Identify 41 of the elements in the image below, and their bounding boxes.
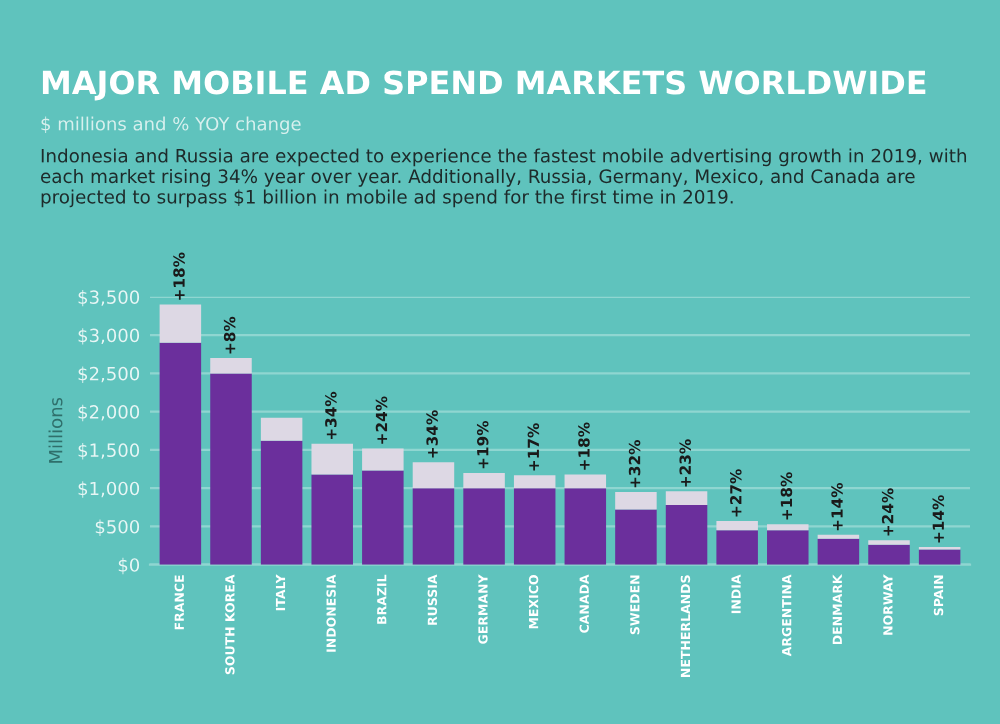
- y-axis-title: Millions: [48, 397, 63, 463]
- y-tick-label: $3,000: [78, 328, 140, 345]
- bar: [665, 505, 708, 565]
- bar: [665, 491, 708, 506]
- y-tick-label: $500: [95, 519, 140, 536]
- bar: [564, 474, 607, 489]
- bar: [260, 440, 303, 565]
- chart-subtitle: $ millions and % YOY change: [41, 116, 301, 135]
- chart-title: MAJOR MOBILE AD SPEND MARKETS WORLDWIDE: [42, 70, 926, 101]
- bar: [463, 472, 505, 489]
- bar: [210, 373, 252, 565]
- y-tick-label: $2,000: [78, 404, 140, 422]
- bar: [311, 474, 353, 565]
- bar: [918, 549, 961, 565]
- bar: [412, 488, 455, 565]
- bar: [615, 492, 657, 510]
- bar: [868, 544, 910, 565]
- text: Indonesia and Russia are expected to experience the fastest mobile advertising growth in 2019, with each market rising 34% year over year. Additionally, Russia, Germany, Mexico, and Canada are projected to surpass $1 billion in mobile ad spend for the first time in 2019.: [41, 148, 967, 208]
- bar: [716, 521, 758, 531]
- bar: [564, 488, 607, 565]
- y-tick-label: $3,500: [78, 289, 140, 307]
- bar: [513, 488, 556, 565]
- bar: [412, 462, 455, 489]
- y-tick-label: $1,500: [78, 443, 140, 460]
- bar: [362, 448, 404, 471]
- bar: [767, 524, 809, 531]
- y-tick-label: $1,000: [78, 481, 140, 498]
- bar: [362, 470, 404, 565]
- y-tick-label: $2,500: [78, 366, 140, 383]
- bar: [513, 475, 556, 489]
- bar: [817, 538, 860, 565]
- bar: [615, 509, 657, 565]
- bar: [159, 342, 202, 565]
- bar: [463, 488, 505, 565]
- bar: [716, 530, 758, 565]
- bar: [159, 304, 202, 343]
- y-tick-label: $0: [118, 557, 140, 575]
- bar: [767, 530, 809, 565]
- bar: [260, 417, 303, 441]
- bar: [311, 443, 353, 475]
- bar: [210, 358, 252, 374]
